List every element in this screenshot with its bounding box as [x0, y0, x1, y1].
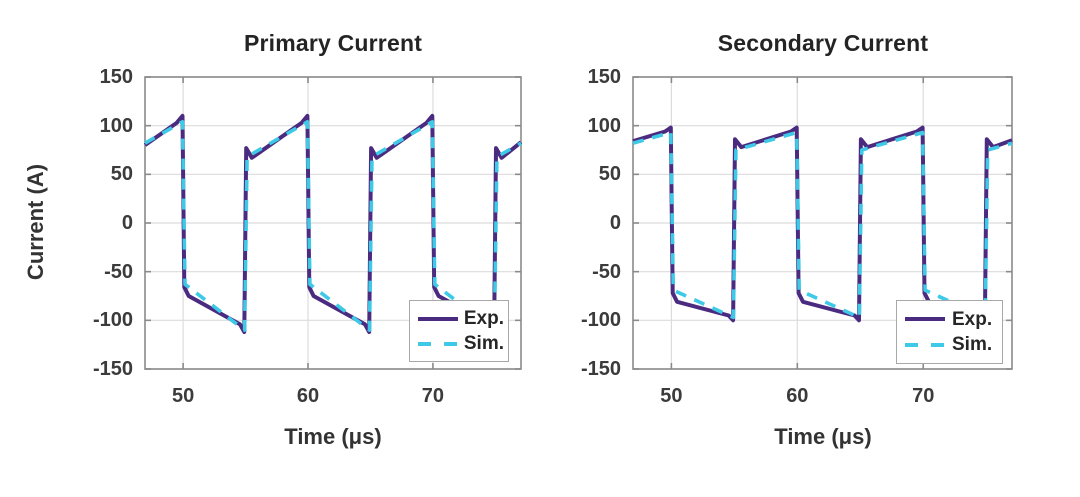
- primary-plot-title: Primary Current: [243, 30, 423, 56]
- x-tick-label: 50: [660, 385, 683, 407]
- dashed-line-sample-icon: [905, 342, 945, 347]
- legend-label: Exp.: [952, 308, 993, 330]
- legend-label: Sim.: [463, 333, 504, 354]
- secondary-x-axis-label: Time (μs): [774, 424, 872, 449]
- x-tick-label: 50: [171, 385, 195, 407]
- y-tick-label: -100: [92, 309, 133, 332]
- y-tick-label: 50: [598, 163, 621, 186]
- y-tick-label: 0: [121, 212, 133, 234]
- solid-line-sample-icon: [418, 316, 458, 321]
- dashed-line-sample-icon: [418, 341, 458, 346]
- legend-entry-sim: Sim.: [904, 335, 998, 354]
- solid-line-sample-icon: [905, 317, 945, 322]
- series-line-exp: [632, 125, 1013, 323]
- y-tick-label: 50: [110, 163, 133, 186]
- y-tick-label: -100: [580, 309, 621, 332]
- y-tick-label: -50: [592, 260, 621, 283]
- y-tick-label: -150: [580, 358, 621, 380]
- y-tick-label: -150: [92, 358, 133, 380]
- secondary-plot-title: Secondary Current: [717, 30, 929, 56]
- secondary-legend: Exp. Sim.: [896, 300, 1003, 364]
- y-tick-label: 0: [609, 212, 621, 234]
- y-tick-label: 100: [587, 114, 621, 137]
- primary-legend: Exp. Sim.: [409, 300, 509, 362]
- legend-label: Exp.: [463, 308, 504, 329]
- primary-x-axis-label: Time (μs): [284, 424, 382, 449]
- legend-entry-exp: Exp.: [904, 310, 998, 329]
- legend-label: Sim.: [952, 334, 993, 356]
- x-tick-label: 70: [912, 385, 935, 407]
- primary-y-axis-label: Current (A): [23, 163, 48, 281]
- series-line-sim: [632, 130, 1013, 320]
- y-tick-label: 150: [99, 66, 133, 88]
- y-tick-label: 100: [99, 114, 133, 137]
- y-tick-label: -50: [104, 260, 133, 283]
- legend-entry-sim: Sim.: [417, 334, 504, 353]
- y-tick-label: 150: [587, 66, 621, 88]
- legend-entry-exp: Exp.: [417, 309, 504, 328]
- x-tick-label: 60: [786, 385, 809, 407]
- x-tick-label: 60: [296, 385, 320, 407]
- x-tick-label: 70: [421, 385, 445, 407]
